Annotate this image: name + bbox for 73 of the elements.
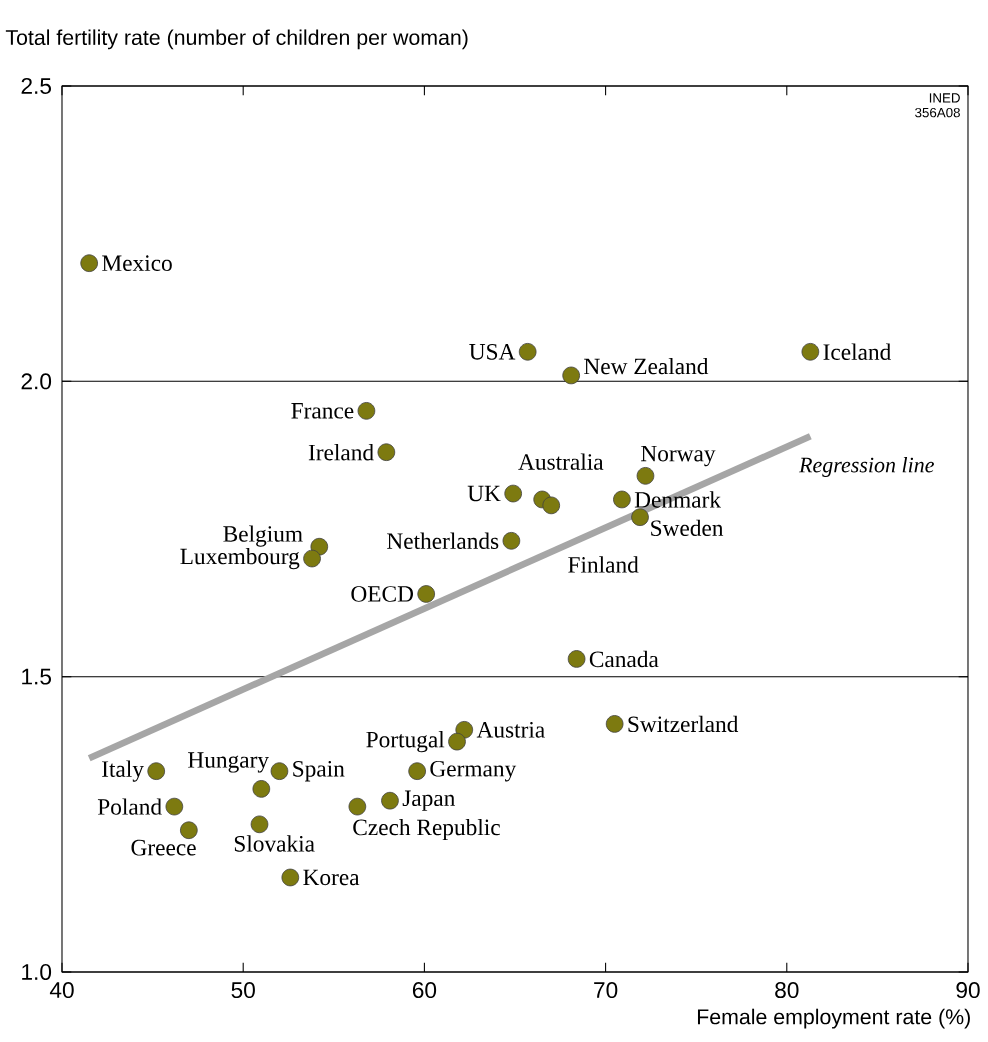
x-tick-label: 70 — [594, 982, 618, 999]
annotation: Poland — [97, 798, 162, 815]
point — [180, 821, 198, 840]
annotation: Greece — [131, 839, 196, 856]
point — [357, 402, 376, 420]
annotation: USA — [469, 343, 516, 360]
annotation: Norway — [641, 445, 716, 467]
x-tick-label: 50 — [231, 982, 255, 999]
annotation: Netherlands — [387, 532, 499, 550]
point — [542, 496, 561, 515]
point — [801, 342, 820, 361]
point — [455, 721, 474, 739]
y-tick-label: 1.5 — [22, 668, 51, 685]
point — [504, 484, 522, 503]
x-axis-title: Female employment rate (%) — [697, 1008, 970, 1029]
annotation: Slovakia — [234, 835, 315, 852]
annotation: Belgium — [223, 525, 303, 547]
annotation: Canada — [589, 650, 659, 668]
annotation: Finland — [568, 556, 639, 573]
annotation: Czech Republic — [353, 818, 500, 841]
annotation: Austria — [476, 721, 545, 738]
annotation: Iceland — [823, 343, 891, 361]
annotation: Hungary — [188, 752, 269, 773]
point — [567, 650, 586, 668]
point — [381, 791, 399, 810]
annotation: Japan — [402, 790, 456, 811]
annotation: Portugal — [366, 731, 445, 753]
annotation: Sweden — [651, 519, 724, 537]
point — [562, 366, 580, 385]
annotation: Australia — [518, 453, 604, 470]
annotation: Switzerland — [628, 715, 739, 733]
point — [518, 342, 537, 361]
annotation: France — [291, 403, 354, 419]
point — [631, 508, 649, 526]
y-tick-label: 1.0 — [22, 963, 52, 981]
annotation: Spain — [293, 760, 345, 782]
point — [147, 762, 166, 780]
annotation: Ireland — [308, 444, 374, 461]
x-tick-label: 90 — [956, 982, 980, 999]
annotation: Luxembourg — [180, 547, 300, 570]
point — [348, 797, 367, 816]
point — [303, 549, 321, 568]
point — [310, 537, 329, 556]
point — [448, 732, 466, 751]
annotation: OECD — [351, 586, 413, 602]
x-tick-label: 60 — [412, 982, 437, 999]
x-tick-label: 40 — [49, 982, 74, 999]
point — [252, 780, 271, 798]
annotation: INED 356A08 — [915, 93, 960, 118]
point — [502, 532, 521, 550]
x-tick-label: 80 — [775, 982, 799, 999]
point — [281, 868, 300, 887]
point — [270, 762, 289, 780]
point — [165, 797, 184, 816]
annotation: Germany — [430, 760, 517, 782]
point — [605, 715, 624, 733]
annotation: Italy — [102, 760, 144, 782]
point — [613, 490, 631, 509]
annotation: Denmark — [634, 491, 721, 508]
point — [417, 585, 436, 603]
point — [80, 254, 98, 272]
series-label: Regression line — [798, 456, 934, 477]
y-tick-label: 2.5 — [21, 77, 51, 95]
annotation: Korea — [303, 869, 360, 886]
point — [636, 467, 655, 485]
annotation: UK — [467, 485, 501, 502]
point — [250, 815, 269, 834]
annotation: New Zealand — [584, 357, 709, 375]
annotation: Mexico — [102, 255, 172, 272]
point — [377, 443, 396, 462]
y-axis-title: Total fertility rate (number of children per woman) — [5, 29, 468, 50]
point — [408, 762, 426, 780]
y-tick-label: 2.0 — [21, 373, 52, 390]
